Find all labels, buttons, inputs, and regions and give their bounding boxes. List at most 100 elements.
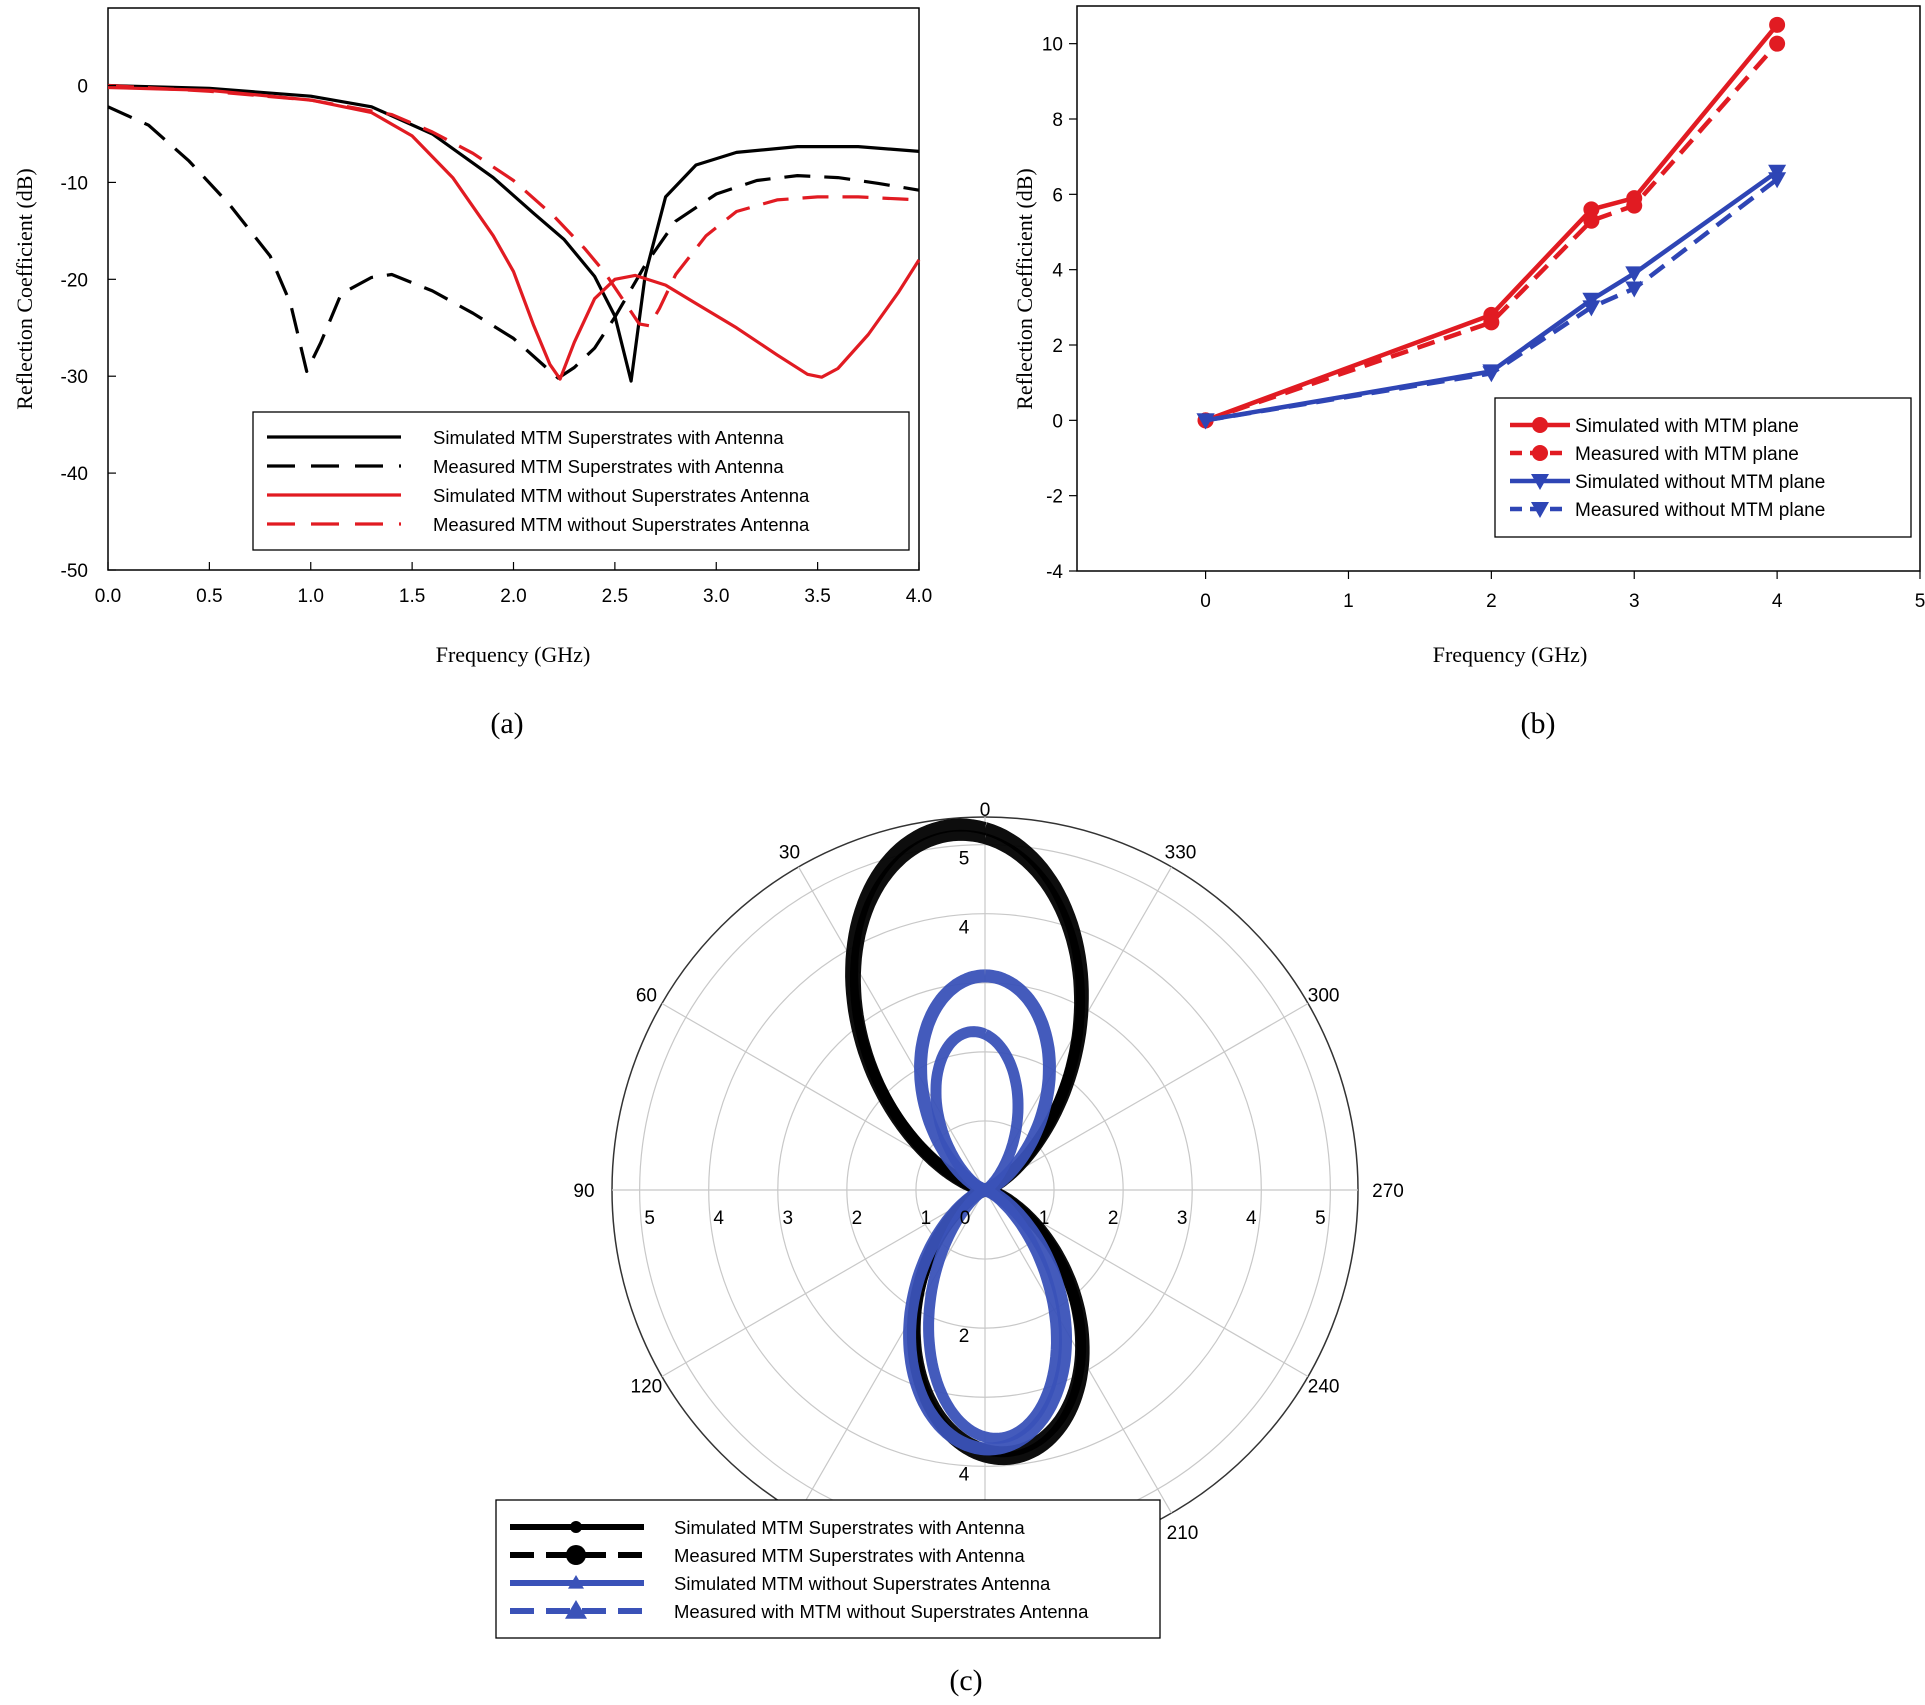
chart-c-legend-marker xyxy=(565,1600,587,1619)
chart-a-xtick-label: 0.0 xyxy=(95,586,121,607)
chart-b: 0 1 2 3 4 5 -4 -2 0 2 4 6 8 10 Frequency (GHz) Reflec… xyxy=(1012,5,1925,740)
chart-a-legend-label: Simulated MTM without Superstrates Anten… xyxy=(433,485,810,506)
chart-b-xtick-label: 2 xyxy=(1486,591,1497,612)
chart-a-legend-box xyxy=(252,411,910,551)
chart-b-series-line-4 xyxy=(1205,177,1779,423)
chart-c-legend-label: Simulated MTM without Superstrates Anten… xyxy=(674,1573,1051,1594)
chart-c-grid-spoke xyxy=(797,866,986,1191)
chart-b-ytick-label: 6 xyxy=(1052,185,1063,206)
chart-b-xtick-label: 0 xyxy=(1200,591,1211,612)
chart-b-legend-label: Simulated with MTM plane xyxy=(1575,416,1799,437)
chart-c-angle-label: 330 xyxy=(1165,842,1197,863)
chart-b-point xyxy=(1196,413,1215,430)
chart-b-point xyxy=(1626,197,1643,214)
chart-c-angle-label: 240 xyxy=(1308,1377,1340,1398)
chart-c-radius-label: 5 xyxy=(1315,1208,1326,1229)
chart-a-ytick-label: -20 xyxy=(61,270,88,291)
panel-label-a: (a) xyxy=(490,707,523,740)
chart-b-xtick-label: 1 xyxy=(1343,591,1354,612)
chart-c-radius-label: 4 xyxy=(713,1208,724,1229)
chart-a-series-line-1 xyxy=(107,83,920,383)
chart-b-point xyxy=(1625,266,1644,283)
chart-b-frame xyxy=(1076,5,1921,572)
chart-c-angle-label: 210 xyxy=(1167,1523,1199,1544)
chart-b-series-line-1 xyxy=(1204,23,1779,423)
chart-b-ytick-label: 2 xyxy=(1052,336,1063,357)
chart-c-angle-label: 60 xyxy=(636,986,657,1007)
chart-a: 0.0 0.5 1.0 1.5 2.0 2.5 3.0 3.5 4.0 0 -10 -20 -30 -40… xyxy=(12,7,932,740)
chart-b-ytick-label: -2 xyxy=(1046,487,1063,508)
chart-c-radius-label: 2 xyxy=(1108,1208,1119,1229)
chart-c-legend-label: Simulated MTM Superstrates with Antenna xyxy=(674,1517,1025,1538)
chart-a-xtick-label: 4.0 xyxy=(906,586,932,607)
chart-b-point xyxy=(1625,281,1644,298)
chart-c-legend-marker xyxy=(568,1575,584,1589)
chart-b-ytick-label: -4 xyxy=(1046,562,1063,583)
chart-b-point xyxy=(1583,212,1600,229)
chart-a-xtick-label: 1.5 xyxy=(399,586,425,607)
chart-c-angle-label: 90 xyxy=(573,1181,594,1202)
chart-a-xtick-label: 2.0 xyxy=(500,586,526,607)
chart-b-series-line-3 xyxy=(1205,169,1779,423)
chart-a-legend-label: Simulated MTM Superstrates with Antenna xyxy=(433,427,784,448)
chart-c-radius-label: 2 xyxy=(852,1208,863,1229)
chart-b-legend-box xyxy=(1494,397,1912,538)
chart-b-legend-label: Simulated without MTM plane xyxy=(1575,472,1825,493)
chart-c-angle-label: 120 xyxy=(631,1377,663,1398)
chart-b-legend-label: Measured with MTM plane xyxy=(1575,444,1799,465)
chart-a-ylabel: Reflection Coefficient (dB) xyxy=(12,168,37,410)
chart-c-radius-label: 5 xyxy=(959,849,970,870)
chart-b-point xyxy=(1482,366,1501,383)
chart-b-ytick-label: 10 xyxy=(1042,35,1063,56)
chart-c-angle-label: 0 xyxy=(980,800,991,821)
chart-b-legend-marker xyxy=(1532,445,1548,461)
chart-a-legend-label: Measured MTM Superstrates with Antenna xyxy=(433,456,784,477)
chart-b-legend-marker xyxy=(1531,502,1549,518)
chart-a-series-line-3 xyxy=(107,85,921,381)
chart-c-radius-label: 1 xyxy=(1039,1208,1050,1229)
chart-b-ytick-label: 8 xyxy=(1052,110,1063,131)
chart-b-ylabel: Reflection Coefficient (dB) xyxy=(1012,168,1037,410)
chart-c-radius-label: 3 xyxy=(1177,1208,1188,1229)
chart-b-legend-marker xyxy=(1531,474,1549,490)
chart-c-angle-label: 300 xyxy=(1308,986,1340,1007)
chart-c-legend: Simulated MTM Superstrates with Antenna M… xyxy=(495,1499,1161,1639)
chart-c-radius-label: 4 xyxy=(1246,1208,1257,1229)
chart-a-xtick-label: 2.5 xyxy=(602,586,628,607)
chart-c-radius-label: 0 xyxy=(960,1208,971,1229)
chart-a-ytick-label: -30 xyxy=(61,367,88,388)
chart-c-angle-label: 270 xyxy=(1372,1181,1404,1202)
chart-b-xlabel: Frequency (GHz) xyxy=(1433,642,1588,667)
chart-b-ytick-label: 4 xyxy=(1052,261,1063,282)
chart-c-legend-label: Measured with MTM without Superstrates A… xyxy=(674,1601,1089,1622)
chart-c-legend-marker xyxy=(570,1521,582,1533)
chart-a-ytick-label: -10 xyxy=(61,173,88,194)
chart-c-radius-label: 4 xyxy=(959,1464,970,1485)
chart-b-point xyxy=(1483,314,1500,331)
chart-a-xtick-label: 1.0 xyxy=(298,586,324,607)
chart-a-ytick-label: -40 xyxy=(61,464,88,485)
chart-c-radius-label: 4 xyxy=(959,918,970,939)
chart-c-legend-label: Measured MTM Superstrates with Antenna xyxy=(674,1545,1025,1566)
chart-b-point xyxy=(1769,35,1786,52)
chart-a-series-line-4 xyxy=(107,83,920,328)
chart-c-series-line-4 xyxy=(923,1026,1062,1444)
chart-b-point xyxy=(1582,300,1601,317)
chart-b-xtick-label: 3 xyxy=(1629,591,1640,612)
chart-c-grid-spoke xyxy=(984,1002,1309,1191)
chart-b-xtick-label: 5 xyxy=(1915,591,1925,612)
chart-a-series-line-2 xyxy=(107,105,920,380)
chart-a-xtick-label: 3.0 xyxy=(703,586,729,607)
chart-a-legend: Simulated MTM Superstrates with Antenna M… xyxy=(252,411,910,551)
chart-b-point xyxy=(1768,172,1787,189)
chart-c-radius-label: 5 xyxy=(644,1208,655,1229)
chart-b-xtick-label: 4 xyxy=(1772,591,1783,612)
chart-b-ytick-label: 0 xyxy=(1052,411,1063,432)
chart-c-legend-box xyxy=(495,1499,1161,1639)
panel-label-c: (c) xyxy=(949,1664,982,1697)
chart-b-legend-label: Measured without MTM plane xyxy=(1575,500,1825,521)
chart-a-legend-label: Measured MTM without Superstrates Antenn… xyxy=(433,514,810,535)
chart-c-radius-label: 2 xyxy=(959,1326,970,1347)
chart-a-xtick-label: 0.5 xyxy=(196,586,222,607)
